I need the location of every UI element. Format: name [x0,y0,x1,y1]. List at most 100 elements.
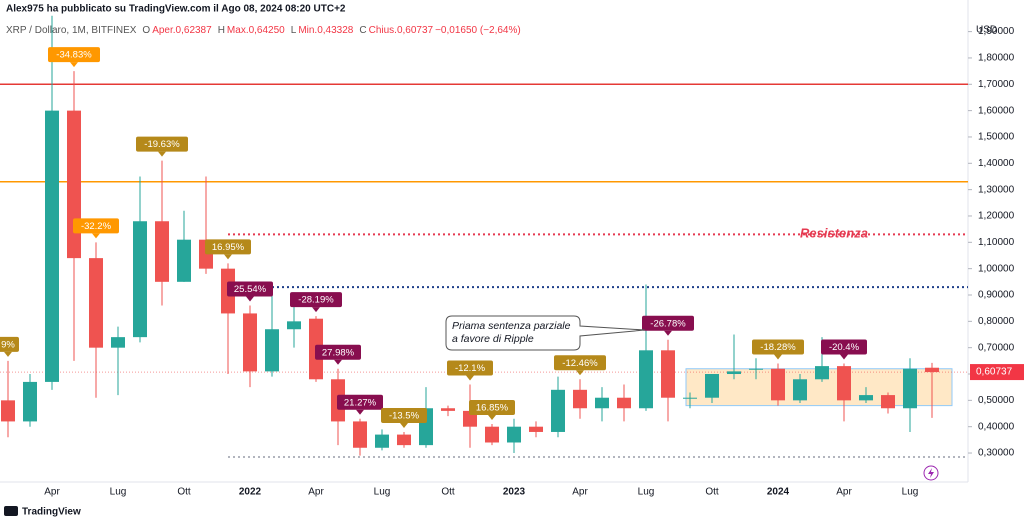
annotation-pointer [356,409,364,415]
y-tick-label: 1,60000 [978,105,1015,116]
candle-body [111,337,125,348]
x-tick-label: Apr [308,487,324,498]
annotation-label: -12.46% [562,358,598,369]
legend: XRP / Dollaro, 1M, BITFINEX O Aper.0,62387… [6,25,521,36]
candle-body [441,408,455,411]
legend-value: Aper.0,62387 [152,25,212,36]
annotation-label: -18.28% [760,342,796,353]
annotation-box [381,407,427,423]
y-tick-label: 1,90000 [978,26,1015,37]
x-tick-label: Ott [177,487,191,498]
symbol: XRP / Dollaro, 1M, BITFINEX [6,25,137,36]
currency: USD [976,25,997,36]
x-tick-label: 2024 [767,487,790,498]
candle-body [243,313,257,372]
x-tick-label: Lug [902,487,919,498]
annotation-pointer [4,351,12,357]
annotation-box [290,292,342,308]
resistance-label: Resistenza [800,225,868,240]
candle-body [485,426,499,443]
legend-value: H [218,25,225,36]
annotation-label: -13.5% [389,410,420,421]
candle-body [23,381,37,422]
candle-body [353,421,367,448]
annotation-box [0,336,19,352]
callout-text: a favore di Ripple [452,333,534,345]
candle-body [287,321,301,330]
candle-body [397,434,411,446]
annotation-pointer [488,415,496,421]
annotation-box [554,355,606,371]
annotation-label: 16.85% [476,403,509,414]
candle-body [881,395,895,409]
y-tick-label: 0,80000 [978,316,1015,327]
last-price-box [970,364,1024,381]
candle-body [683,397,697,399]
x-tick-label: Apr [44,487,60,498]
annotation-box [821,339,867,355]
legend-value: Min.0,43328 [298,25,353,36]
annotation-box [315,344,361,360]
y-tick-label: 1,80000 [978,53,1015,64]
y-tick-label: 0,50000 [978,395,1015,406]
legend-value: C [359,25,366,36]
annotation-box [205,239,251,255]
legend-value: L [291,25,297,36]
x-tick-label: 2023 [503,487,526,498]
candle-body [617,397,631,409]
x-tick-label: Lug [638,487,655,498]
candle-body [67,110,81,259]
candle-body [903,368,917,409]
candle-body [529,426,543,432]
annotation-label: -20.4% [829,342,860,353]
header: Alex975 ha pubblicato su TradingView.com… [6,4,346,15]
legend-value: O [142,25,150,36]
candle-body [793,379,807,401]
legend-value: −0,01650 (−2,64%) [435,25,521,36]
candle-body [749,368,763,370]
y-tick-label: 0,90000 [978,290,1015,301]
annotation-label: 9% [1,339,15,350]
candle-body [705,374,719,398]
x-tick-label: Lug [110,487,127,498]
x-tick-label: Apr [572,487,588,498]
annotation-label: -28.19% [298,295,334,306]
footer: TradingView [22,507,81,518]
y-tick-label: 1,40000 [978,158,1015,169]
annotation-label: 27.98% [322,347,355,358]
annotation-pointer [840,354,848,360]
candle-body [595,397,609,409]
annotation-label: 25.54% [234,284,267,295]
candle-body [771,368,785,401]
annotation-pointer [576,370,584,376]
y-tick-label: 1,20000 [978,211,1015,222]
candle-body [155,221,169,282]
annotation-box [642,315,694,331]
candle-body [727,371,741,375]
annotation-pointer [466,375,474,381]
candle-body [551,389,565,432]
x-tick-label: Ott [441,487,455,498]
y-tick-label: 1,30000 [978,184,1015,195]
y-tick-label: 1,70000 [978,79,1015,90]
callout-text: Priama sentenza parziale [452,320,571,332]
legend-value: Chius.0,60737 [369,25,434,36]
annotation-pointer [224,254,232,260]
y-tick-label: 0,30000 [978,448,1015,459]
logo [4,506,18,516]
annotation-label: -19.63% [144,139,180,150]
annotation-box [227,281,273,297]
last-price-label: 0,60737 [976,367,1013,378]
annotation-pointer [246,296,254,302]
annotation-label: 16.95% [212,242,245,253]
annotation-pointer [92,233,100,239]
candle-body [837,366,851,401]
annotation-label: -26.78% [650,318,686,329]
annotation-box [469,400,515,416]
x-tick-label: Lug [374,487,391,498]
candle-body [859,395,873,401]
candle-body [925,367,939,373]
candle-body [639,350,653,409]
candle-body [45,110,59,382]
